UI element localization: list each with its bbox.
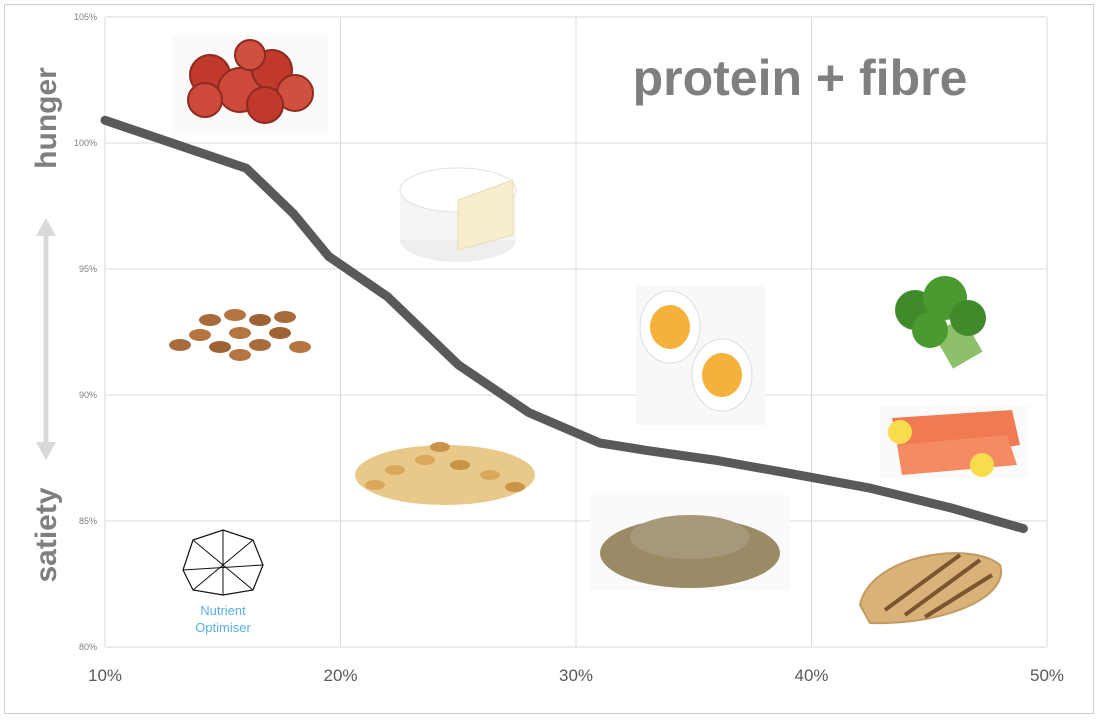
x-tick-labels: 10% 20% 30% 40% 50% bbox=[88, 666, 1064, 685]
broccoli-icon bbox=[895, 276, 986, 369]
chart-title: protein + fibre bbox=[633, 50, 968, 106]
y-tick-label: 95% bbox=[79, 264, 97, 274]
y-tick-label: 80% bbox=[79, 642, 97, 652]
chicken-icon bbox=[858, 552, 1003, 625]
satiety-label: satiety bbox=[30, 487, 63, 582]
salmon-icon bbox=[880, 406, 1028, 478]
y-tick-labels: 80% 85% 90% 95% 100% 105% bbox=[74, 12, 97, 652]
lentils-icon bbox=[590, 495, 790, 590]
egg-icon bbox=[636, 285, 766, 425]
hunger-satiety-arrow bbox=[36, 218, 56, 460]
y-tick-label: 105% bbox=[74, 12, 97, 22]
x-tick-label: 50% bbox=[1030, 666, 1064, 685]
x-tick-label: 10% bbox=[88, 666, 122, 685]
cheese-icon bbox=[399, 167, 517, 262]
hunger-label: hunger bbox=[30, 67, 63, 169]
nutrient-optimiser-logo: Nutrient Optimiser bbox=[182, 529, 264, 635]
x-tick-label: 20% bbox=[323, 666, 357, 685]
y-tick-label: 85% bbox=[79, 516, 97, 526]
x-tick-label: 40% bbox=[794, 666, 828, 685]
y-tick-label: 100% bbox=[74, 138, 97, 148]
logo-text-line2: Optimiser bbox=[195, 620, 251, 635]
pepperoni-icon bbox=[172, 35, 328, 135]
logo-text-line1: Nutrient bbox=[200, 603, 246, 618]
y-tick-label: 90% bbox=[79, 390, 97, 400]
x-tick-label: 30% bbox=[559, 666, 593, 685]
almonds-icon bbox=[169, 309, 311, 361]
oats-icon bbox=[355, 442, 535, 505]
series-line bbox=[100, 115, 1028, 534]
